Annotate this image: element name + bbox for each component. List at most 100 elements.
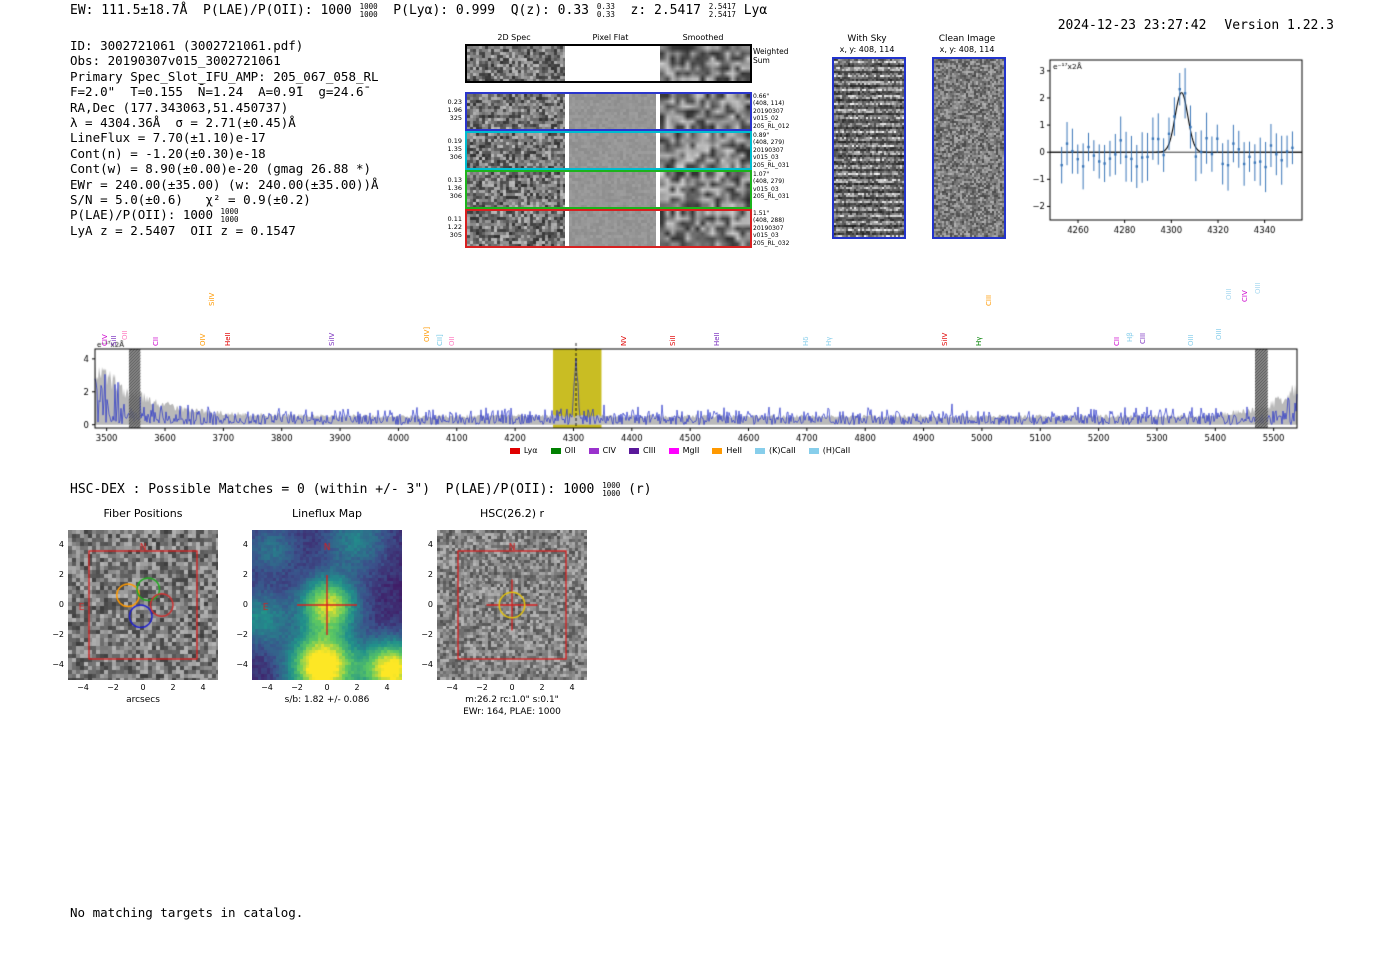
stacked-fraction: 1000 1000 <box>360 3 378 18</box>
spec2d-cell-pixelflat <box>569 46 656 81</box>
legend-item: (H)CaII <box>808 446 851 455</box>
info-line: Cont(n) = -1.20(±0.30)e-18 <box>70 145 266 161</box>
emission-line-label: CIV <box>100 334 109 346</box>
withsky-header: With Sky x, y: 408, 114 <box>830 34 904 55</box>
footer-notes: No matching targets in catalog. Row inte… <box>70 874 303 953</box>
emission-line-label: SiII <box>669 335 678 346</box>
spec2d-row-annotation: 0.66" (408, 114) 20190307 v015_02 205_RL_012 <box>753 93 801 130</box>
legend-swatch <box>588 447 599 454</box>
emission-line-label: NV <box>619 335 628 346</box>
annotation-line: Sum <box>753 56 770 65</box>
info-line: λ = 4304.36Å σ = 2.71(±0.45)Å <box>70 115 296 131</box>
x-tick-label: 0 <box>324 683 330 692</box>
emission-line-label: OII <box>447 336 456 346</box>
version-label: Version 1.22.3 <box>1224 18 1334 33</box>
annotation-line: v015_03 <box>753 185 779 193</box>
info-line: P(LAE)/P(OII): 1000 1000 1000 <box>70 207 239 224</box>
info-line: Obs: 20190307v015_3002721061 <box>70 53 281 69</box>
emission-line-label: OIII <box>1214 328 1223 340</box>
x-tick-label: 2 <box>354 683 360 692</box>
x-tick-label: 2 <box>539 683 545 692</box>
fraction-bottom: 1000 <box>220 214 239 224</box>
spec2d-cell-pixelflat <box>569 94 656 129</box>
emission-line-label: CII <box>151 336 160 346</box>
scale-value: 306 <box>449 192 462 200</box>
col-header-2dspec: 2D Spec <box>497 33 531 42</box>
spec2d-cell-pixelflat <box>569 211 656 246</box>
legend-swatch <box>712 447 723 454</box>
emission-line-label: OIV <box>198 333 207 346</box>
spec2d-cell-2dspec <box>467 46 565 81</box>
spec2d-cell-smoothed <box>660 133 750 168</box>
emission-line-label: Hγ <box>825 336 834 346</box>
hsc-cutout-title: HSC(26.2) r <box>479 507 545 520</box>
spec2d-row-annotation: 1.07" (408, 279) v015_03 205_RL_031 <box>753 171 801 201</box>
scale-value: 305 <box>449 231 462 239</box>
line-fit-plot <box>1020 48 1320 248</box>
spec2d-cell-smoothed <box>660 172 750 207</box>
spec2d-row-annotation: 0.89" (408, 279) 20190307 v015_03 205_RL_031 <box>753 132 801 169</box>
footer-line: Row intentionally blank. <box>70 952 303 953</box>
emission-line-label: OIII <box>1254 282 1263 294</box>
info-line: LineFlux = 7.70(±1.10)e-17 <box>70 130 266 146</box>
fraction-top: 1000 <box>220 207 239 217</box>
emission-line-label: CIII <box>985 294 994 306</box>
info-line: S/N = 5.0(±0.6) χ² = 0.9(±0.2) <box>70 192 311 208</box>
annotation-line: v015_03 <box>753 154 779 162</box>
annotation-line: 20190307 <box>753 224 784 232</box>
x-tick-label: 4 <box>384 683 390 692</box>
emission-line-label: CIII <box>1139 332 1148 344</box>
fiber-positions-title: Fiber Positions <box>103 507 183 520</box>
scale-value: 0.13 <box>447 176 462 184</box>
y-tick-label: −2 <box>52 630 64 639</box>
spec2d-row-scale-labels: 0.11 1.22 305 <box>436 215 462 239</box>
hsc-cutout-image <box>437 530 587 680</box>
y-tick-label: 4 <box>242 540 248 549</box>
legend-label: OII <box>564 446 576 455</box>
legend-label: MgII <box>682 446 700 455</box>
emission-line-label: OIII <box>1186 334 1195 346</box>
emission-line-label: CIV <box>1241 290 1250 302</box>
spec2d-cell-smoothed <box>660 94 750 129</box>
spec2d-cell-2dspec <box>467 94 565 129</box>
annotation-line: v015_02 <box>753 115 779 123</box>
spec2d-cell-pixelflat <box>569 172 656 207</box>
spec2d-row <box>465 209 752 248</box>
withsky-title: With Sky <box>847 34 887 44</box>
legend-label: HeII <box>726 446 743 455</box>
annotation-line: 205_RL_031 <box>753 193 790 201</box>
stacked-fraction: 1000 1000 <box>602 482 620 497</box>
annotation-line: 20190307 <box>753 146 784 154</box>
annotation-line: 20190307 <box>753 107 784 115</box>
legend-swatch <box>808 447 819 454</box>
annotation-line: 205_RL_032 <box>753 239 790 247</box>
y-tick-label: 0 <box>58 600 64 609</box>
y-tick-label: −4 <box>236 660 248 669</box>
info-line: ID: 3002721061 (3002721061.pdf) <box>70 38 304 53</box>
scale-value: 0.19 <box>447 137 462 145</box>
legend-item: (K)CaII <box>755 446 796 455</box>
x-tick-label: 0 <box>509 683 515 692</box>
x-tick-label: 4 <box>569 683 575 692</box>
x-tick-label: −4 <box>77 683 89 692</box>
spec2d-row-scale-labels: 0.13 1.36 306 <box>436 176 462 200</box>
spec2d-cutout-grid <box>465 0 752 260</box>
stacked-fraction: 2.5417 2.5417 <box>709 3 736 18</box>
emission-line-label: OIII <box>1225 288 1234 300</box>
x-tick-label: −2 <box>107 683 119 692</box>
header-meta: 2024-12-23 23:27:42 Version 1.22.3 <box>1026 3 1334 48</box>
scale-value: 1.35 <box>447 145 462 153</box>
annotation-line: (408, 279) <box>753 178 785 186</box>
spec2d-row <box>465 92 752 131</box>
col-header-pixelflat: Pixel Flat <box>592 33 629 42</box>
fraction-top: 2.5417 <box>708 2 736 11</box>
x-tick-label: 0 <box>140 683 146 692</box>
y-tick-label: 2 <box>427 570 433 579</box>
scale-value: 0.11 <box>447 215 462 223</box>
spec2d-cell-pixelflat <box>569 133 656 168</box>
legend-label: (H)CaII <box>822 446 851 455</box>
legend-item: HeII <box>712 446 742 455</box>
emission-line-label: SiIV <box>940 332 949 346</box>
legend-item: Lyα <box>509 446 538 455</box>
fiber-positions-map <box>68 530 218 680</box>
